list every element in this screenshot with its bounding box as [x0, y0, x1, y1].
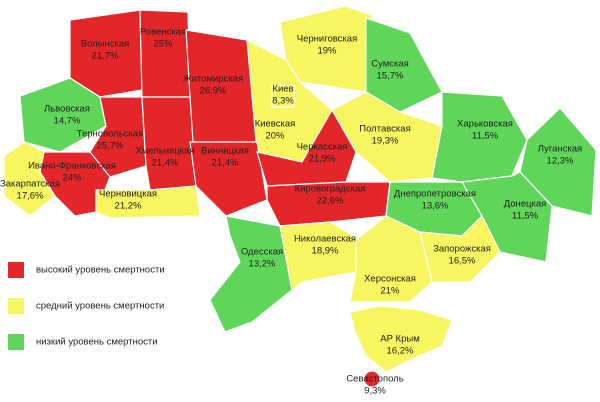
- region-name: Винницкая: [201, 146, 249, 157]
- region-value: 21,7%: [92, 51, 119, 62]
- region-name: Полтавская: [359, 124, 410, 135]
- region-value: 11,5%: [512, 211, 539, 222]
- region-value: 21,9%: [309, 154, 336, 165]
- region-name: Днепропетровская: [394, 189, 476, 200]
- region-name: Житомирская: [183, 74, 243, 85]
- region-value: 12,3%: [547, 156, 574, 167]
- region-name: Закарпатская: [0, 179, 60, 190]
- region-name: Севастополь: [346, 374, 403, 385]
- region-value: 22,6%: [317, 196, 344, 207]
- region: [365, 17, 443, 113]
- region-name: Запорожская: [433, 244, 491, 255]
- region: [271, 85, 295, 108]
- region-value: 19%: [317, 46, 337, 57]
- region: [69, 9, 143, 98]
- region-name: Одесская: [241, 247, 283, 258]
- region-name: Черновицкая: [99, 189, 157, 200]
- region: [95, 185, 201, 219]
- region-name: Львовская: [44, 104, 90, 115]
- region-name: Николаевская: [294, 234, 356, 245]
- region-name: Киев: [272, 84, 293, 95]
- region: [266, 181, 391, 227]
- region-value: 21,4%: [152, 158, 179, 169]
- region: [141, 96, 197, 191]
- region-name: Ровенская: [140, 27, 186, 38]
- region-name: Волынская: [81, 39, 130, 50]
- region-value: 14,7%: [54, 116, 81, 127]
- region-name: Кировоградская: [295, 184, 366, 195]
- legend-label: средний уровень смертности: [36, 301, 164, 312]
- region-value: 16,2%: [387, 346, 414, 357]
- region-name: Харьковская: [457, 119, 513, 130]
- region-name: Тернопольская: [77, 129, 144, 140]
- region: [209, 215, 293, 333]
- region: [189, 141, 268, 217]
- region-name: Луганская: [538, 144, 582, 155]
- region-value: 21%: [380, 286, 400, 297]
- region-name: АР Крым: [380, 334, 420, 345]
- region-value: 18,9%: [312, 246, 339, 257]
- region-value: 16,5%: [449, 256, 476, 267]
- region-value: 17,6%: [17, 191, 44, 202]
- region: [349, 215, 433, 303]
- region-name: Хмельницкая: [135, 146, 194, 157]
- region: [349, 305, 453, 373]
- region-name: Херсонская: [364, 274, 416, 285]
- region-value: 25,7%: [97, 141, 124, 152]
- region-name: Донецкая: [504, 199, 547, 210]
- region-value: 20%: [265, 131, 285, 142]
- region-value: 8,3%: [272, 96, 294, 107]
- region-value: 13,2%: [249, 259, 276, 270]
- region-value: 24%: [62, 173, 82, 184]
- region-value: 21,2%: [115, 201, 142, 212]
- region-value: 15,7%: [377, 71, 404, 82]
- region-value: 13,6%: [422, 201, 449, 212]
- region-value: 19,3%: [372, 136, 399, 147]
- region-name: Черкасская: [297, 142, 348, 153]
- legend-label: низкий уровень смертности: [36, 337, 158, 348]
- region-value: 11,5%: [472, 131, 499, 142]
- region-name: Сумская: [371, 59, 409, 70]
- region-value: 21,4%: [212, 158, 239, 169]
- region-name: Ивано-Франковская: [28, 161, 116, 172]
- region-value: 26,9%: [200, 86, 227, 97]
- legend-swatch: [8, 262, 24, 278]
- legend-swatch: [8, 334, 24, 350]
- region-value: 9,3%: [364, 386, 386, 397]
- region-value: 25%: [153, 39, 173, 50]
- region-name: Черниговская: [297, 34, 357, 45]
- region: [363, 370, 381, 388]
- region: [3, 141, 56, 217]
- legend-swatch: [8, 298, 24, 314]
- legend-label: высокий уровень смертности: [36, 265, 165, 276]
- region-name: Киевская: [255, 119, 296, 130]
